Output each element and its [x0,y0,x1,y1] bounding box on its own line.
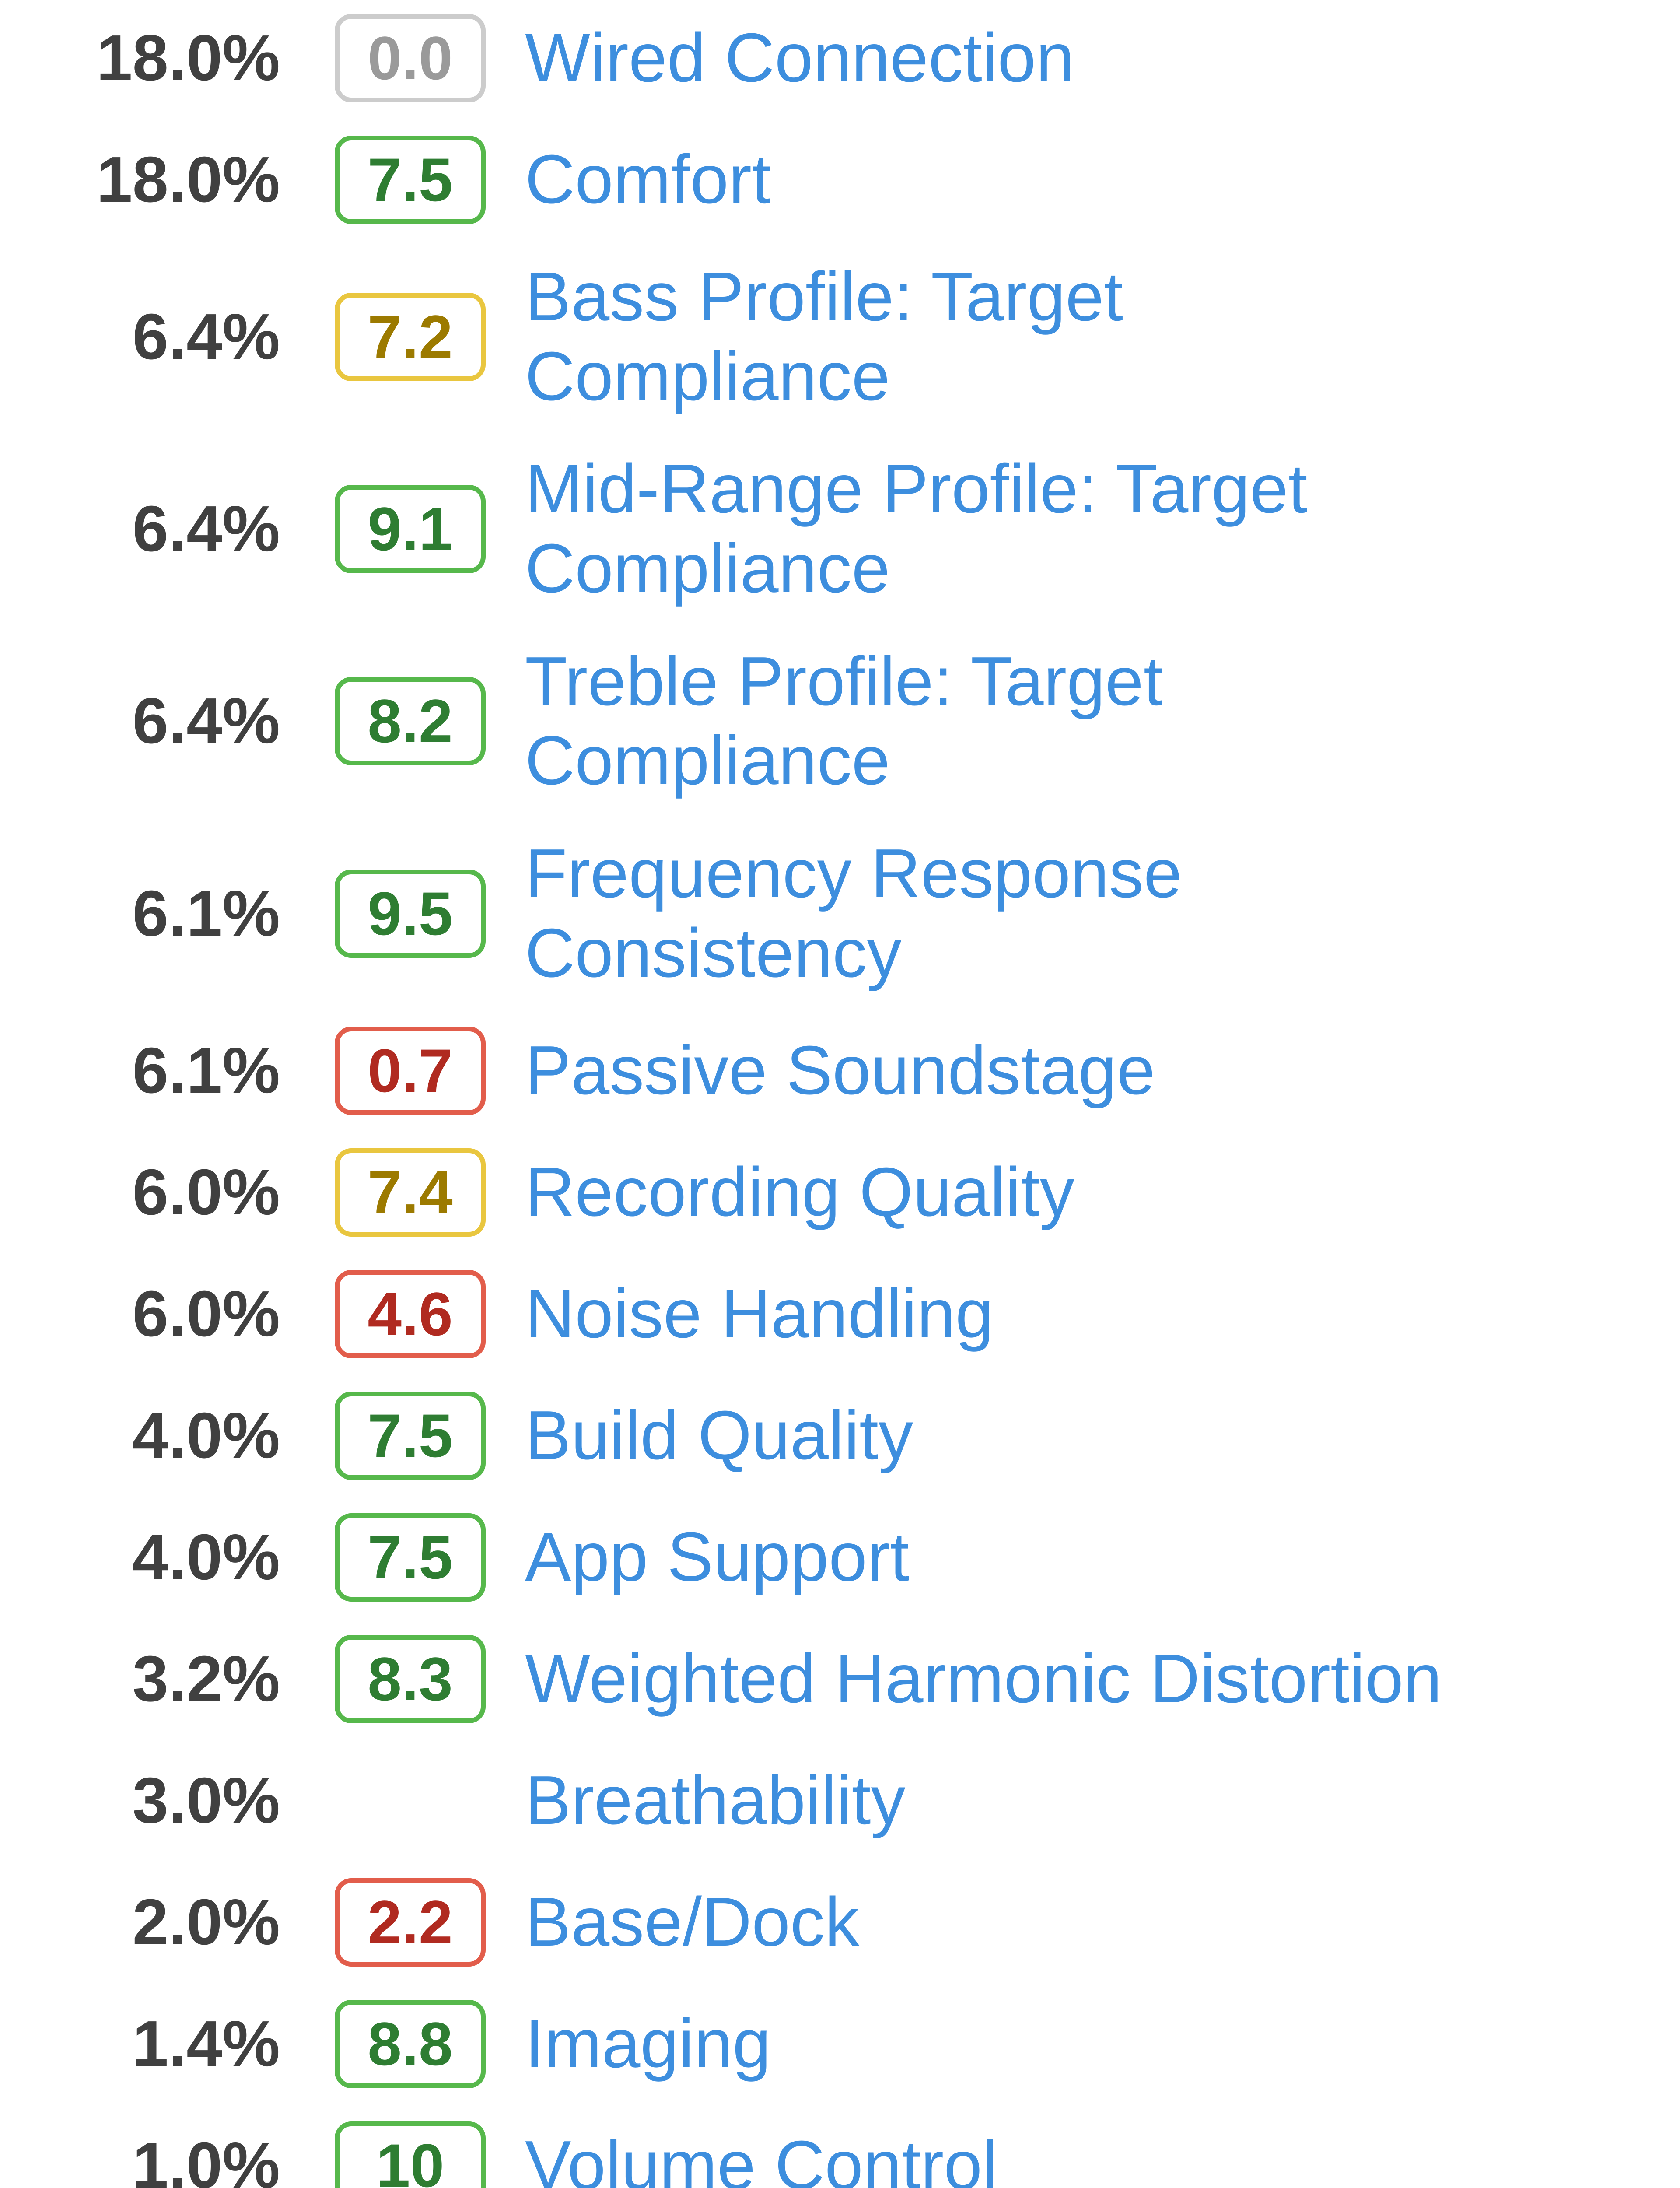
score-badge: 8.8 [335,1999,486,2088]
criterion-row: 18.0% 7.5 Comfort [0,136,1680,224]
score-badge: 0.7 [335,1026,486,1115]
criterion-row: 6.4% 7.2 Bass Profile: Target Compliance [0,257,1680,416]
score-badge: 7.5 [335,1391,486,1480]
criterion-row: 4.0% 7.5 Build Quality [0,1391,1680,1480]
score-badge: 4.6 [335,1269,486,1358]
criterion-row: 4.0% 7.5 App Support [0,1513,1680,1602]
score-badge: 9.1 [335,485,486,574]
criterion-row: 3.0% 0.0 Breathability [0,1757,1680,1845]
score-badge: 7.5 [335,1513,486,1602]
criterion-row: 6.1% 9.5 Frequency Response Consistency [0,834,1680,993]
criterion-link[interactable]: Mid-Range Profile: Target Compliance [525,450,1308,607]
weight-percentage: 3.2% [132,1642,280,1715]
criterion-link[interactable]: Frequency Response Consistency [525,835,1182,992]
weight-percentage: 1.4% [132,2007,280,2080]
criterion-link[interactable]: Passive Soundstage [525,1031,1155,1109]
criterion-link[interactable]: Bass Profile: Target Compliance [525,258,1124,415]
criterion-link[interactable]: Wired Connection [525,19,1074,97]
criterion-row: 6.4% 9.1 Mid-Range Profile: Target Compl… [0,449,1680,608]
criterion-row: 6.1% 0.7 Passive Soundstage [0,1026,1680,1115]
criterion-link[interactable]: Recording Quality [525,1153,1074,1231]
criterion-row: 18.0% 0.0 Wired Connection [0,14,1680,102]
criterion-link[interactable]: Imaging [525,2005,771,2082]
score-badge: 7.2 [335,292,486,381]
criterion-link[interactable]: Volume Control [525,2126,998,2188]
weight-percentage: 4.0% [132,1521,280,1593]
score-badge: 8.3 [335,1634,486,1723]
weight-percentage: 1.0% [132,2129,280,2188]
weight-percentage: 6.4% [132,300,280,373]
score-badge: 0.0 [335,14,486,102]
criterion-row: 1.4% 8.8 Imaging [0,1999,1680,2088]
weight-percentage: 6.4% [132,493,280,565]
weight-percentage: 2.0% [132,1886,280,1958]
criterion-row: 3.2% 8.3 Weighted Harmonic Distortion [0,1634,1680,1723]
criterion-row: 1.0% 10 Volume Control [0,2121,1680,2188]
weight-percentage: 18.0% [96,144,280,216]
weight-percentage: 3.0% [132,1764,280,1837]
score-badge: 7.4 [335,1148,486,1237]
weight-percentage: 6.1% [132,1034,280,1107]
criterion-link[interactable]: Comfort [525,141,771,218]
score-badge: 2.2 [335,1878,486,1967]
criterion-link[interactable]: Build Quality [525,1396,913,1474]
criterion-row: 6.0% 4.6 Noise Handling [0,1269,1680,1358]
criterion-link[interactable]: Base/Dock [525,1883,860,1960]
weight-percentage: 6.4% [132,685,280,757]
criterion-link[interactable]: Treble Profile: Target Compliance [525,642,1163,799]
criterion-link[interactable]: Weighted Harmonic Distortion [525,1640,1442,1717]
criterion-link[interactable]: Breathability [525,1761,906,1839]
criterion-row: 6.4% 8.2 Treble Profile: Target Complian… [0,642,1680,801]
weight-percentage: 18.0% [96,22,280,94]
criterion-link[interactable]: Noise Handling [525,1275,994,1352]
weight-percentage: 6.1% [132,877,280,950]
score-badge: 10 [335,2121,486,2188]
criterion-row: 2.0% 2.2 Base/Dock [0,1878,1680,1967]
score-badge: 7.5 [335,136,486,224]
score-badge: 8.2 [335,677,486,766]
weight-percentage: 6.0% [132,1277,280,1350]
criterion-row: 6.0% 7.4 Recording Quality [0,1148,1680,1237]
weight-percentage: 6.0% [132,1156,280,1228]
criterion-link[interactable]: App Support [525,1518,910,1595]
weight-percentage: 4.0% [132,1399,280,1472]
score-badge: 9.5 [335,869,486,958]
